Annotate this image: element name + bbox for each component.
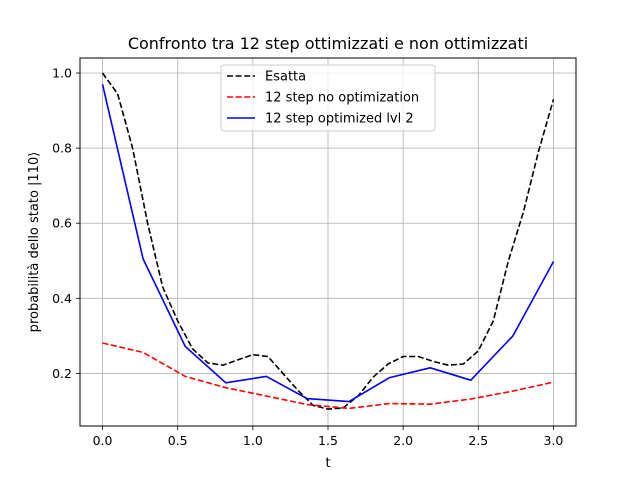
legend-label-exact: Esatta xyxy=(265,70,306,85)
x-tick-label: 0.5 xyxy=(168,433,188,448)
x-axis-label: t xyxy=(325,456,330,471)
y-axis-label: probabilità dello stato |110⟩ xyxy=(27,152,42,333)
legend-label-optimized: 12 step optimized lvl 2 xyxy=(265,112,414,127)
series-group xyxy=(101,72,555,410)
x-tick-label: 2.0 xyxy=(393,433,413,448)
series-exact xyxy=(101,72,555,410)
y-tick-label: 1.0 xyxy=(52,66,72,81)
chart-title: Confronto tra 12 step ottimizzati e non … xyxy=(128,34,528,53)
legend-label-no-optimization: 12 step no optimization xyxy=(265,91,419,106)
x-tick-label: 0.0 xyxy=(93,433,113,448)
y-tick-label: 0.6 xyxy=(52,216,72,231)
series-no-optimization xyxy=(102,342,554,410)
legend-box xyxy=(220,64,436,132)
x-tick-label: 2.5 xyxy=(468,433,488,448)
x-tick-label: 3.0 xyxy=(544,433,564,448)
y-tick-label: 0.2 xyxy=(52,366,72,381)
y-tick-label: 0.8 xyxy=(52,141,72,156)
y-tick-label: 0.4 xyxy=(52,291,72,306)
x-tick-label: 1.0 xyxy=(243,433,263,448)
legend: Esatta 12 step no optimization 12 step o… xyxy=(220,64,436,132)
ticks: 0.0 0.5 1.0 1.5 2.0 2.5 3.0 0.2 0.4 0.6 0.8 1.0 xyxy=(52,66,563,448)
series-optimized xyxy=(101,84,555,403)
x-tick-label: 1.5 xyxy=(318,433,338,448)
